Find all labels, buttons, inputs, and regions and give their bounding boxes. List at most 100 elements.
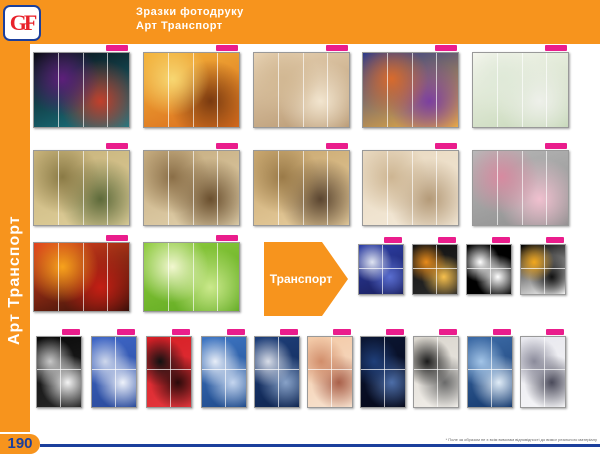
sample-tile-ship-blue[interactable] [201,336,247,408]
door-divider [544,337,545,407]
door-divider [303,53,304,127]
door-divider [278,151,279,225]
door-divider [544,245,545,294]
door-divider [168,243,169,311]
door-divider [217,243,218,311]
page-number: 190 [0,434,40,454]
code-tag [546,329,564,335]
panel-divider [521,369,565,370]
door-divider [278,337,279,407]
door-divider [115,337,116,407]
sample-tile-motorbike[interactable] [520,336,566,408]
door-divider [170,337,171,407]
code-tag [545,45,567,51]
page-title: Зразки фотодруку [136,6,244,18]
panel-divider [361,369,405,370]
sample-tile-white-birds[interactable] [472,52,569,128]
sample-tile-sand-shells[interactable] [253,52,350,128]
sample-tile-ghost-ship[interactable] [467,336,513,408]
sample-tile-london-night[interactable] [362,52,459,128]
panel-divider [92,369,136,370]
code-tag [106,45,128,51]
panel-divider [308,369,352,370]
code-tag [227,329,245,335]
sample-tile-orange-car[interactable] [412,244,458,295]
sample-tile-smoke[interactable] [33,52,130,128]
door-divider [225,337,226,407]
sample-tile-black-car[interactable] [36,336,82,408]
door-divider [436,245,437,294]
door-divider [83,151,84,225]
sample-tile-columns[interactable] [362,150,459,226]
door-divider [384,337,385,407]
code-tag [216,45,238,51]
door-divider [546,53,547,127]
sample-tile-tree-path[interactable] [33,150,130,226]
door-divider [387,53,388,127]
code-tag [435,45,457,51]
sample-tile-bw-car[interactable] [466,244,512,295]
door-divider [83,243,84,311]
panel-divider [414,369,458,370]
code-tag [280,329,298,335]
door-divider [193,53,194,127]
code-tag [106,143,128,149]
code-tag [438,237,456,243]
door-divider [193,151,194,225]
sample-tile-ship-sunset[interactable] [307,336,353,408]
door-divider [522,53,523,127]
panel-divider [255,369,299,370]
code-tag [386,329,404,335]
door-divider [490,245,491,294]
sample-tile-silver-car[interactable] [91,336,137,408]
panel-divider [147,369,191,370]
panel-divider [413,268,457,269]
sample-tile-red-car[interactable] [146,336,192,408]
door-divider [168,53,169,127]
door-divider [168,151,169,225]
code-tag [493,329,511,335]
door-divider [217,151,218,225]
panel-divider [359,268,403,269]
door-divider [327,53,328,127]
code-tag [62,329,80,335]
door-divider [436,53,437,127]
sample-tile-sunset[interactable] [33,242,130,312]
logo-text: GF [9,10,38,35]
door-divider [217,53,218,127]
sample-tile-vintage-car[interactable] [413,336,459,408]
door-divider [497,151,498,225]
door-divider [58,243,59,311]
sample-tile-notre-dame[interactable] [253,150,350,226]
brand-logo[interactable]: GF [3,5,41,41]
door-divider [327,151,328,225]
panel-divider [521,268,565,269]
door-divider [497,53,498,127]
code-tag [216,143,238,149]
door-divider [412,53,413,127]
code-tag [216,235,238,241]
door-divider [83,53,84,127]
sample-tile-sepia-bridge[interactable] [143,150,240,226]
door-divider [387,151,388,225]
sample-tile-pink-blossom[interactable] [472,150,569,226]
sample-tile-spring-meadow[interactable] [143,242,240,312]
sample-tile-blue-car[interactable] [358,244,404,295]
door-divider [522,151,523,225]
page-subtitle: Арт Транспорт [136,20,223,32]
door-divider [412,151,413,225]
code-tag [439,329,457,335]
sample-tile-yellow-car[interactable] [520,244,566,295]
footnote: * Поле за образом не є всім вимогам відп… [445,437,597,442]
code-tag [117,329,135,335]
panel-divider [468,369,512,370]
door-divider [491,337,492,407]
sample-tile-night-sea[interactable] [360,336,406,408]
code-tag [172,329,190,335]
sample-tile-autumn-leaves[interactable] [143,52,240,128]
door-divider [546,151,547,225]
sample-tile-ship-dark[interactable] [254,336,300,408]
door-divider [331,337,332,407]
door-divider [437,337,438,407]
